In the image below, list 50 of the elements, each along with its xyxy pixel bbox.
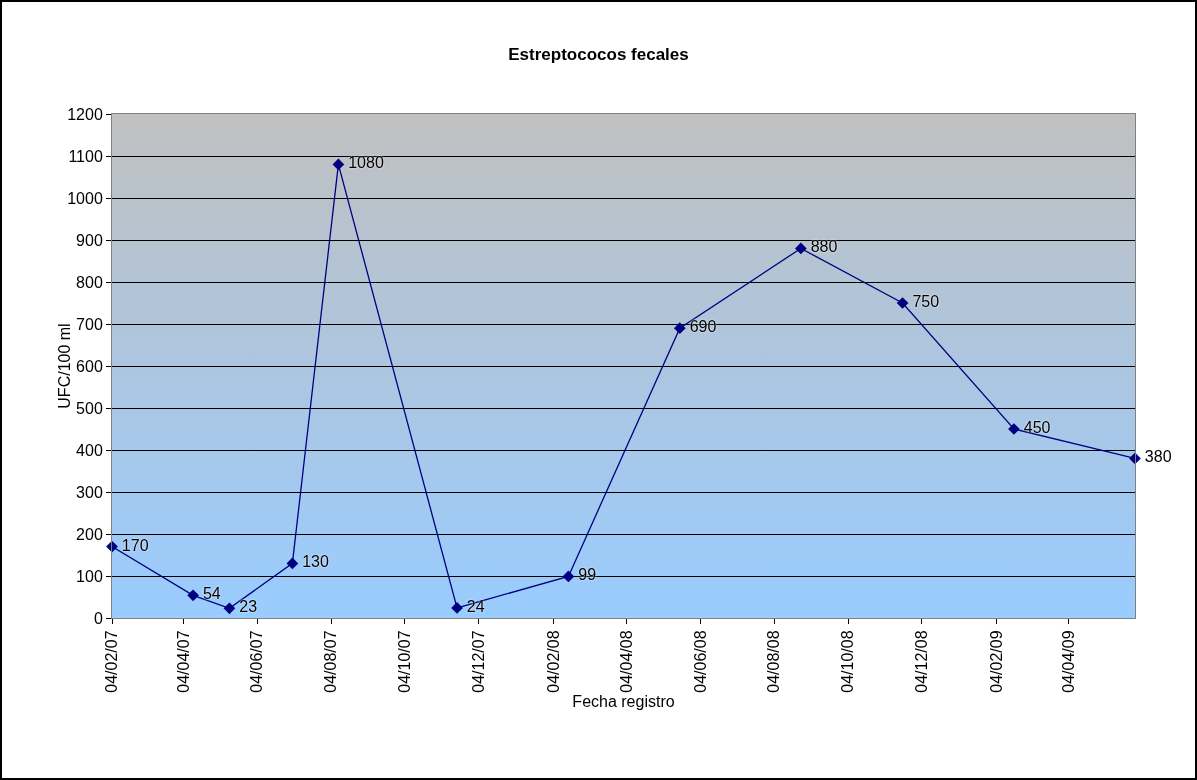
point xyxy=(223,602,236,615)
data-label: 750 xyxy=(909,293,940,310)
x-tick-label: 04/04/07 xyxy=(174,630,192,693)
x-tick-label: 04/06/08 xyxy=(691,630,709,693)
y-tick-label: 900 xyxy=(76,231,103,249)
point xyxy=(332,158,345,171)
data-label: 170 xyxy=(118,536,149,554)
point xyxy=(896,297,909,309)
x-tick-label: 04/04/09 xyxy=(1059,630,1077,693)
x-tick-label: 04/06/07 xyxy=(248,630,266,693)
point xyxy=(187,589,199,602)
y-axis-title: UFC/100 ml xyxy=(56,323,73,409)
x-tick-label: 04/08/07 xyxy=(322,630,340,693)
y-tick-label: 700 xyxy=(76,315,103,333)
y-tick-label: 600 xyxy=(76,357,103,375)
y-tick-label: 0 xyxy=(93,609,103,627)
data-label: 130 xyxy=(299,553,330,571)
y-tick-label: 1100 xyxy=(68,147,103,165)
y-tick-label: 100 xyxy=(76,567,103,585)
y-tick-label: 400 xyxy=(76,441,103,459)
data-label: 54 xyxy=(199,585,221,603)
data-label: 880 xyxy=(807,238,838,256)
point xyxy=(286,557,299,570)
y-tick-label: 300 xyxy=(76,483,103,501)
x-tick-label: 04/10/07 xyxy=(396,630,414,693)
y-tick-label: 500 xyxy=(76,399,103,417)
point xyxy=(673,322,686,335)
point xyxy=(562,570,575,583)
data-label: 24 xyxy=(463,597,485,615)
y-tick-label: 1000 xyxy=(67,189,103,207)
x-tick-label: 04/02/09 xyxy=(988,630,1006,693)
x-tick-label: 04/04/08 xyxy=(617,630,635,693)
point xyxy=(795,242,807,255)
x-tick-label: 04/12/08 xyxy=(913,630,931,693)
chart-title: Estreptococos fecales xyxy=(508,45,689,65)
data-label: 1080 xyxy=(345,154,384,172)
y-tick-label: 1200 xyxy=(67,105,103,123)
x-axis-title: Fecha registro xyxy=(572,693,675,711)
y-tick-label: 800 xyxy=(76,273,103,291)
y-tick-label: 200 xyxy=(76,525,103,543)
data-label: 23 xyxy=(236,598,258,616)
data-label: 380 xyxy=(1141,448,1172,466)
x-tick-label: 04/02/07 xyxy=(103,630,121,693)
x-tick-label: 04/10/08 xyxy=(839,630,857,693)
x-tick-label: 04/08/08 xyxy=(765,630,783,693)
data-label: 450 xyxy=(1020,419,1051,436)
x-tick-label: 04/02/08 xyxy=(545,630,563,693)
point xyxy=(1129,452,1141,465)
point xyxy=(106,540,118,553)
x-tick-label: 04/12/07 xyxy=(470,630,488,693)
